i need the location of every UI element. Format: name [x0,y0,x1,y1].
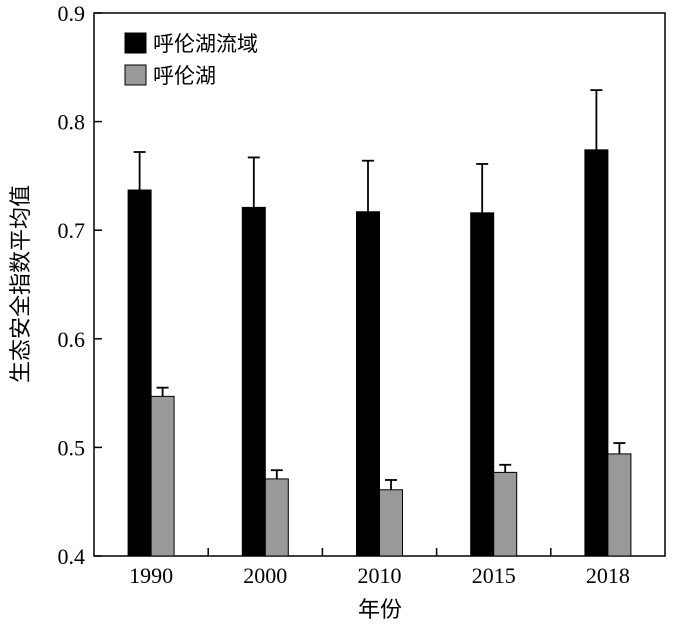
legend-swatch [124,32,147,54]
y-tick-label: 0.4 [58,544,86,569]
y-tick-label: 0.7 [58,218,86,243]
legend-label: 呼伦湖 [153,64,216,88]
bar-lake [150,395,175,557]
y-axis: 0.4 0.5 0.6 0.7 0.8 0.9 [58,1,102,569]
y-axis-label: 生态安全指数平均值 [9,185,34,383]
x-tick-label: 2000 [243,563,287,588]
y-tick-label: 0.5 [58,435,86,460]
y-tick-label: 0.6 [58,327,86,352]
bar-basin [241,206,266,557]
x-axis-label: 年份 [358,598,402,623]
bar-basin [356,211,380,557]
bar-lake [379,489,403,557]
x-tick-label: 2010 [358,563,402,588]
bar-lake [607,453,632,557]
legend-swatch [124,64,147,86]
bar-basin [127,189,152,557]
y-tick-label: 0.9 [58,1,86,26]
bar-lake [264,478,289,557]
bar-lake [493,471,518,557]
x-tick-label: 2018 [586,563,630,588]
x-axis: 1990 2000 2010 2015 2018 [129,548,630,588]
x-tick-label: 2015 [472,563,516,588]
legend-label: 呼伦湖流域 [153,32,258,56]
bars-group [127,89,632,557]
bar-basin [584,149,609,557]
x-tick-label: 1990 [129,563,173,588]
y-tick-label: 0.8 [58,110,86,135]
bar-basin [470,212,495,557]
